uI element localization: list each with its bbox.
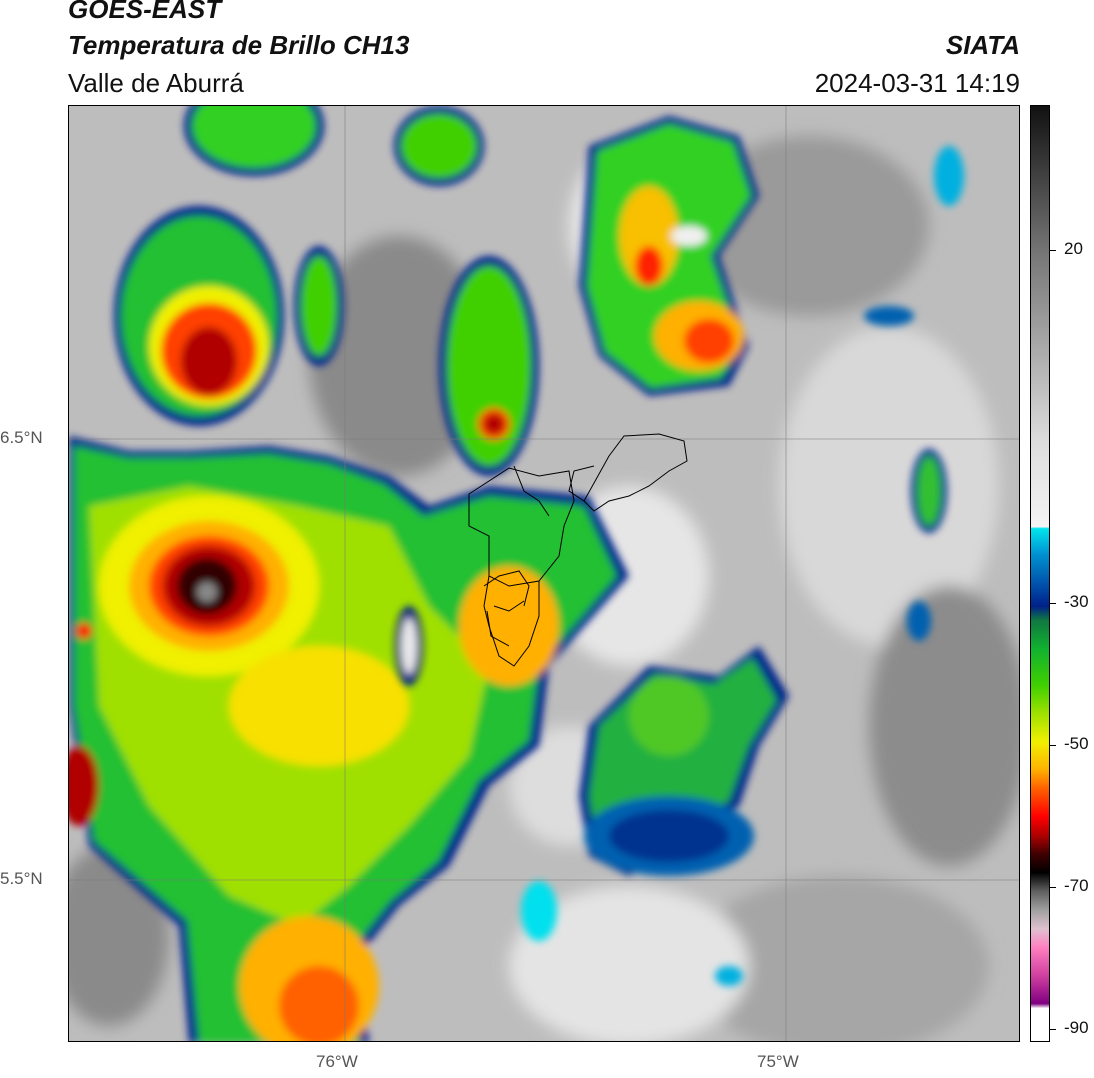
colorbar-tick-mark: [1050, 603, 1056, 604]
satellite-title: GOES-EAST: [68, 0, 222, 24]
graticule: [69, 106, 1019, 1041]
product-title: Temperatura de Brillo CH13: [68, 30, 410, 60]
colorbar-label-20: 20: [1064, 239, 1083, 258]
brand-label: SIATA: [945, 30, 1020, 60]
y-tick-5-5n: 5.5°N: [0, 869, 43, 888]
colorbar-tick-mark: [1050, 745, 1056, 746]
x-tick-75w: 75°W: [757, 1052, 799, 1071]
brightness-temperature-field: [69, 106, 1019, 1041]
region-title: Valle de Aburrá: [68, 68, 244, 98]
colorbar-tick-mark: [1050, 887, 1056, 888]
satellite-map[interactable]: [68, 105, 1020, 1042]
colorbar-label-minus-90: -90: [1064, 1018, 1089, 1037]
colorbar-label-minus-30: -30: [1064, 592, 1089, 611]
convective-cloud-systems: [69, 106, 964, 1041]
colorbar-label-minus-50: -50: [1064, 734, 1089, 753]
colorbar-tick-mark: [1050, 250, 1056, 251]
y-tick-6-5n: 6.5°N: [0, 428, 43, 447]
colorbar-tick-mark: [1050, 1029, 1056, 1030]
datetime-label: 2024-03-31 14:19: [814, 68, 1020, 98]
temperature-colorbar: [1030, 105, 1050, 1042]
colorbar-label-minus-70: -70: [1064, 876, 1089, 895]
municipal-boundaries: [468, 433, 688, 667]
x-tick-76w: 76°W: [316, 1052, 358, 1071]
